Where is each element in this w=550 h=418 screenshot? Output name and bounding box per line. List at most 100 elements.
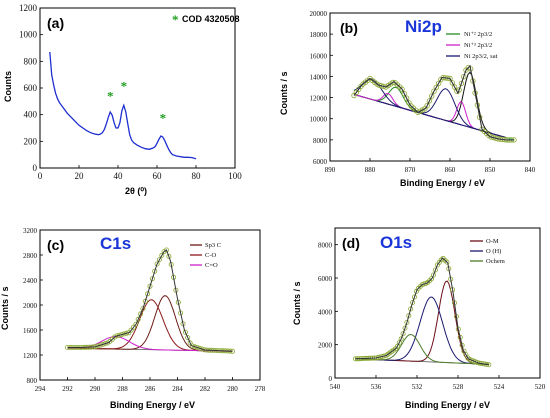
- panel-b-ytick-label-7: 20000: [310, 10, 328, 18]
- panel-c-xtick-label-7: 280: [227, 385, 238, 393]
- panel-a-letter: (a): [47, 15, 64, 31]
- panel-c-data-point-37: [142, 298, 148, 304]
- panel-c-data-point-49: [114, 333, 120, 339]
- panel-c-data-point-34: [149, 276, 155, 282]
- panel-b-plot-area: [329, 12, 531, 162]
- panel-b-ytick-label-1: 8000: [313, 137, 328, 145]
- panel-b-ytick-label-6: 18000: [310, 31, 328, 39]
- panel-c-xtick-label-5: 284: [172, 385, 183, 393]
- panel-c-data-point-36: [145, 291, 151, 297]
- panel-c-xtick-label-8: 278: [255, 385, 266, 393]
- panel-a-xtick-label-1: 20: [75, 171, 85, 181]
- panel-b-envelope-line: [353, 64, 514, 141]
- panel-a-ytick-label-1: 200: [24, 136, 38, 146]
- panel-d-xtick-label-1: 536: [371, 383, 382, 391]
- panel-b-xtick-label-0: 890: [325, 166, 336, 174]
- panel-b-data-point-23: [458, 80, 465, 87]
- panel-b-data-point-37: [426, 98, 433, 104]
- panel-c-peak-co: [67, 299, 233, 352]
- panel-c-data-point-27: [166, 253, 172, 259]
- panel-d-envelope-line: [355, 257, 489, 366]
- panel-c-ytick-label-0: 800: [27, 377, 38, 385]
- panel-d-xtick-label-3: 528: [453, 383, 464, 391]
- panel-b-ylabel: Counts / s: [279, 71, 289, 115]
- panel-b-data-point-36: [429, 93, 435, 99]
- panel-b-peak-sat2: [353, 78, 507, 139]
- panel-c-data-point-16: [192, 344, 198, 350]
- panel-c-data-point-53: [105, 340, 111, 346]
- panel-a-peak-star-2: *: [160, 111, 167, 126]
- panel-c-legend-label-cdo: C=O: [205, 262, 218, 269]
- panel-b-xtick-label-1: 880: [365, 166, 376, 174]
- panel-b-ytick-label-3: 12000: [310, 95, 328, 103]
- panel-a-peak-star-0: *: [107, 89, 114, 104]
- panel-a-ylabel: Counts: [3, 71, 13, 102]
- panel-c-ytick-label-6: 3200: [23, 227, 38, 235]
- panel-c-xtick-label-0: 294: [35, 385, 46, 393]
- panel-c-data-point-55: [100, 341, 106, 347]
- panel-d-data-point-38: [413, 288, 419, 294]
- panel-c-xtick-label-1: 292: [62, 385, 73, 393]
- panel-c-data-point-54: [102, 341, 108, 347]
- panel-c-data-point-14: [196, 345, 202, 351]
- panel-d-ytick-label-1: 2000: [318, 342, 333, 350]
- panel-c-data-point-40: [135, 316, 141, 322]
- panel-a-ytick-label-4: 800: [24, 56, 38, 66]
- panel-b-ytick-label-0: 6000: [313, 158, 328, 166]
- panel-d-data-point-39: [411, 294, 417, 300]
- panel-d-data-point-41: [408, 306, 414, 312]
- panel-b-xtick-label-4: 850: [485, 166, 496, 174]
- panel-a-ytick-label-5: 1000: [19, 30, 38, 40]
- panel-d-data-point-28: [432, 267, 438, 273]
- panel-d-ytick-label-2: 4000: [318, 308, 333, 316]
- panel-d-peak-om: [355, 280, 489, 365]
- panel-b-legend-label-ni2: Ni⁺² 2p3/2: [464, 31, 492, 38]
- panel-c-xtick-label-2: 290: [90, 385, 101, 393]
- panel-c-data-point-18: [187, 340, 193, 346]
- panel-c-xtick-label-3: 288: [117, 385, 128, 393]
- panel-b-xlabel: Binding Energy / eV: [400, 178, 485, 188]
- panel-c-ytick-label-3: 2000: [23, 302, 38, 310]
- panel-b-data-point-21: [463, 67, 469, 73]
- panel-a-legend-label: COD 4320508: [182, 14, 240, 24]
- panel-d-data-point-43: [404, 319, 410, 325]
- panel-c-peak-sp3: [67, 295, 233, 352]
- panel-c-data-point-13: [199, 346, 205, 352]
- panel-a-xtick-label-5: 100: [228, 171, 242, 181]
- panel-c-data-point-33: [152, 268, 158, 274]
- panel-c-data-point-57: [95, 343, 101, 349]
- panel-c-data-point-17: [189, 343, 195, 349]
- panel-d-data-point-44: [402, 325, 408, 331]
- panel-d-xtick-label-0: 540: [330, 383, 341, 391]
- panel-b-xtick-label-5: 840: [525, 166, 536, 174]
- panel-a-ytick-label-3: 600: [24, 83, 38, 93]
- panel-d-legend-label-oh: O (H): [486, 248, 501, 255]
- panel-c-data-point-20: [182, 329, 188, 335]
- panel-c-xtick-label-6: 282: [200, 385, 211, 393]
- panel-d-xtick-label-4: 524: [494, 383, 505, 391]
- panel-a-ytick-label-2: 400: [24, 110, 38, 120]
- panel-c-data-point-45: [123, 330, 129, 336]
- panel-c-data-point-44: [126, 330, 132, 336]
- panel-b-letter: (b): [340, 20, 358, 36]
- panel-b-data-point-32: [438, 76, 444, 83]
- panel-d-ytick-label-4: 8000: [318, 242, 333, 250]
- panel-b-data-point-33: [435, 80, 442, 87]
- panel-b-data-point-58: [378, 83, 385, 89]
- panel-c-ytick-label-4: 2400: [23, 277, 38, 285]
- panel-c-data-point-46: [121, 331, 127, 337]
- panel-d-ytick-label-3: 6000: [318, 275, 333, 283]
- panel-d-plot-area: [334, 227, 541, 379]
- panel-b-data-point-27: [449, 80, 455, 86]
- panel-b-data-point-34: [433, 84, 439, 90]
- panel-c-data-point-56: [98, 342, 104, 348]
- panel-c-data-point-48: [116, 332, 122, 338]
- panel-d-legend-label-om: O-M: [486, 238, 499, 245]
- panel-d-peak-oh: [355, 296, 489, 365]
- panel-a-xtick-label-0: 0: [38, 171, 43, 181]
- panel-d-data-point-40: [410, 299, 416, 305]
- panel-c-data-point-35: [147, 283, 153, 289]
- panel-c-legend-label-co: C-O: [205, 252, 217, 259]
